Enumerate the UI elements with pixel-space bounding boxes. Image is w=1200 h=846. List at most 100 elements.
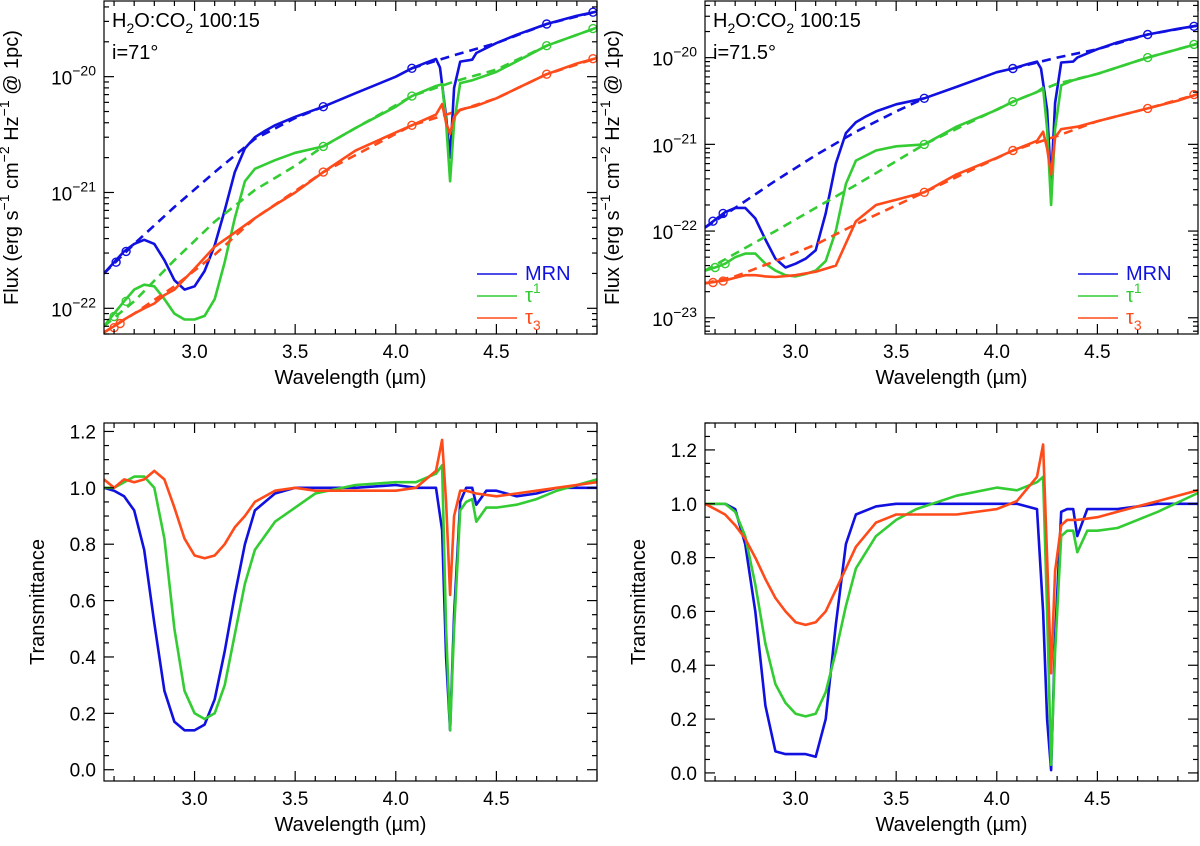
x-tick-label: 3.0 [181, 342, 207, 363]
annotation-mixture: H2O:CO2 100:15 [713, 10, 861, 36]
series-line--3 [705, 443, 1198, 675]
x-tick-label: 3.5 [883, 789, 909, 810]
y-tick-label: 1.2 [671, 441, 697, 462]
series-line--1 [104, 464, 597, 732]
plot-frame [103, 0, 598, 335]
y-tick-label: 0.2 [671, 710, 697, 731]
series-line-mrn [705, 502, 1198, 772]
data-point-marker [115, 318, 125, 329]
x-axis-label: Wavelength (µm) [275, 814, 427, 836]
series-line-mrn-continuum-2 [1012, 24, 1198, 70]
data-point-marker [1008, 96, 1018, 107]
data-point-marker [1008, 145, 1018, 156]
series-line-mrn [705, 24, 1198, 269]
data-point-marker [919, 187, 929, 198]
legend-label: MRN [525, 263, 571, 285]
data-point-marker [1142, 52, 1153, 63]
y-tick-label: 0.6 [70, 592, 96, 613]
x-tick-label: 4.5 [1084, 789, 1110, 810]
data-point-marker [121, 246, 131, 257]
x-axis-label: Wavelength (µm) [876, 367, 1028, 389]
y-axis-label: Flux (erg s−1 cm−2 Hz−1 @ 1pc) [0, 30, 23, 305]
legend-label: τ3 [525, 307, 541, 333]
y-tick-label: 10−22 [51, 294, 96, 321]
series-line-mrn-continuum [705, 97, 925, 229]
x-axis-label: Wavelength (µm) [876, 814, 1028, 836]
x-axis: 3.0 3.5 4.0 4.5 [714, 1, 1199, 363]
x-axis-label: Wavelength (µm) [275, 367, 427, 389]
x-axis: 3.0 3.5 4.0 4.5 [113, 423, 598, 810]
series-line--3-continuum [705, 92, 1198, 285]
x-tick-label: 4.0 [984, 789, 1010, 810]
data-point-marker [919, 93, 929, 104]
transmittance-panel-i71: 3.0 3.5 4.0 4.5 0.0 0.2 0.4 0.6 0.8 1.0 1.2 Wavelen… [27, 422, 598, 836]
plot-frame [704, 0, 1199, 335]
data-point-marker [407, 120, 417, 131]
data-point-marker [718, 208, 728, 219]
y-tick-label: 10−20 [652, 44, 697, 71]
x-tick-label: 4.0 [383, 789, 409, 810]
plot-area [104, 438, 597, 732]
data-point-marker [1142, 29, 1153, 40]
series-line--1 [705, 42, 1198, 278]
annotation-mixture: H2O:CO2 100:15 [112, 10, 260, 36]
data-point-marker [708, 216, 718, 226]
y-axis-label: Transmittance [628, 539, 650, 665]
y-axis: 10−22 10−21 10−20 [51, 6, 597, 335]
series-line--3 [104, 56, 597, 334]
y-tick-label: 1.0 [70, 479, 96, 500]
series-line--3-continuum [104, 56, 597, 334]
y-tick-label: 10−21 [652, 130, 697, 157]
data-point-marker [588, 23, 597, 34]
data-point-marker [1189, 21, 1198, 31]
data-point-marker [318, 167, 328, 177]
series-line--3 [104, 438, 597, 597]
annotation-inclination: i=71.5° [713, 42, 776, 64]
y-tick-label: 0.4 [70, 648, 97, 669]
data-point-marker [318, 141, 328, 152]
data-point-marker [588, 54, 597, 64]
plot-area [705, 443, 1198, 772]
x-tick-label: 3.0 [782, 342, 808, 363]
x-tick-label: 4.0 [383, 342, 409, 363]
x-tick-label: 3.5 [282, 342, 308, 363]
data-point-marker [542, 41, 552, 51]
data-point-marker [121, 296, 131, 306]
data-point-marker [588, 7, 597, 17]
x-tick-label: 4.5 [1084, 342, 1110, 363]
series-line--1 [104, 26, 597, 328]
series-line--1 [705, 475, 1198, 767]
y-tick-label: 10−23 [652, 304, 697, 331]
y-tick-label: 0.8 [671, 549, 697, 570]
x-tick-label: 4.5 [483, 789, 509, 810]
data-point-marker [710, 262, 720, 273]
series-line-mrn-continuum-2 [411, 10, 597, 70]
data-point-marker [542, 69, 552, 79]
flux-panel-i71-5: 3.0 3.5 4.0 4.5 10−23 10−22 10−21 10−20 Waveleng… [597, 0, 1199, 389]
y-tick-label: 0.8 [70, 535, 96, 556]
data-point-marker [111, 257, 121, 267]
x-axis: 3.0 3.5 4.0 4.5 [714, 423, 1199, 810]
x-tick-label: 3.0 [181, 789, 207, 810]
y-tick-label: 0.0 [671, 764, 697, 785]
plot-area [104, 7, 597, 334]
data-point-marker [718, 276, 728, 286]
y-tick-label: 10−22 [652, 217, 697, 244]
data-point-marker [1189, 89, 1198, 100]
legend-label: τ1 [525, 280, 541, 307]
data-point-marker [1189, 39, 1198, 50]
plot-area [705, 21, 1198, 288]
data-point-marker [1142, 103, 1153, 114]
x-tick-label: 3.0 [782, 789, 808, 810]
y-axis: 0.0 0.2 0.4 0.6 0.8 1.0 1.2 [70, 422, 597, 782]
x-tick-label: 3.5 [883, 342, 909, 363]
data-point-marker [1008, 63, 1018, 74]
data-point-marker [919, 139, 929, 150]
annotation-inclination: i=71° [112, 42, 158, 64]
y-tick-label: 0.4 [671, 656, 698, 677]
series-line--3 [705, 92, 1198, 285]
legend-label: MRN [1126, 263, 1172, 285]
